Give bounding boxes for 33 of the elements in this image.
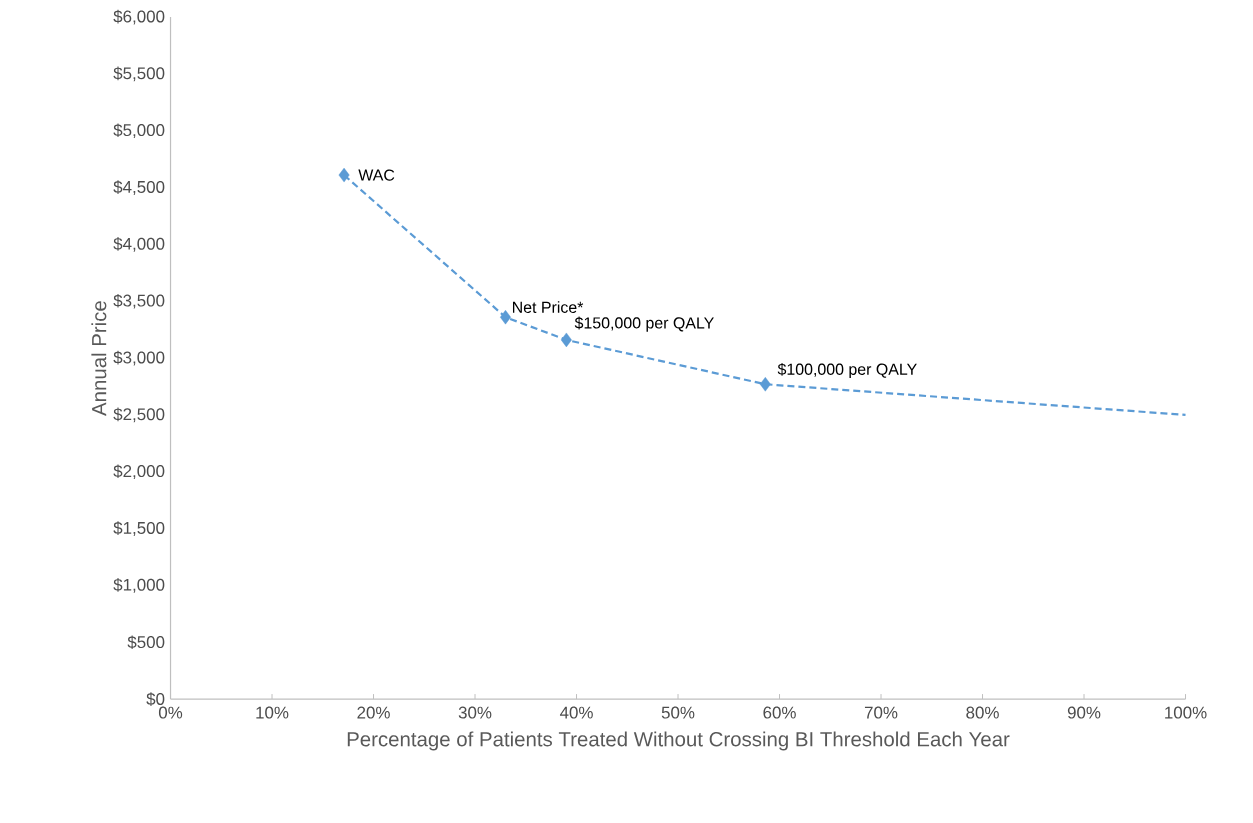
x-tick-label: 90% bbox=[1067, 706, 1101, 719]
y-tick-label: $1,500 bbox=[113, 521, 165, 536]
y-tick-label: $1,000 bbox=[113, 578, 165, 593]
y-tick-label: $6,000 bbox=[113, 9, 165, 25]
y-tick-label: $2,000 bbox=[113, 464, 165, 480]
x-tick-label: 80% bbox=[966, 706, 999, 719]
x-tick-label: 40% bbox=[559, 706, 593, 719]
y-tick-label: $2,500 bbox=[113, 407, 165, 423]
y-tick-label: $3,500 bbox=[113, 293, 165, 309]
x-tick-label: 50% bbox=[661, 706, 695, 719]
point bbox=[759, 377, 771, 392]
y-tick-label: $0 bbox=[146, 692, 165, 706]
y-tick-label: $5,500 bbox=[113, 66, 165, 82]
x-axis-title: Percentage of Patients Treated Without Crossing BI Threshold Each Year bbox=[347, 731, 1010, 751]
y-axis-title: Annual Price bbox=[91, 301, 107, 416]
x-tick-label: 60% bbox=[763, 706, 796, 719]
x-tick-label: 0% bbox=[158, 706, 183, 719]
x-tick-label: 30% bbox=[458, 706, 492, 719]
y-tick-label: $500 bbox=[127, 635, 165, 650]
y-tick-label: $4,500 bbox=[113, 180, 165, 195]
x-tick-label: 100% bbox=[1165, 706, 1207, 719]
x-tick-label: 20% bbox=[357, 706, 390, 719]
point bbox=[338, 167, 350, 183]
annotation: WAC bbox=[358, 169, 395, 181]
y-tick-label: $5,000 bbox=[113, 123, 165, 139]
annotation: $100,000 per QALY bbox=[777, 362, 917, 379]
x-tick-label: 70% bbox=[864, 706, 898, 719]
x-tick-label: 10% bbox=[256, 706, 289, 719]
y-tick-label: $3,000 bbox=[113, 350, 165, 366]
annotation: Net Price* bbox=[512, 301, 584, 313]
annotation: $150,000 per QALY bbox=[574, 316, 714, 332]
point bbox=[560, 332, 572, 348]
y-tick-label: $4,000 bbox=[113, 237, 165, 252]
